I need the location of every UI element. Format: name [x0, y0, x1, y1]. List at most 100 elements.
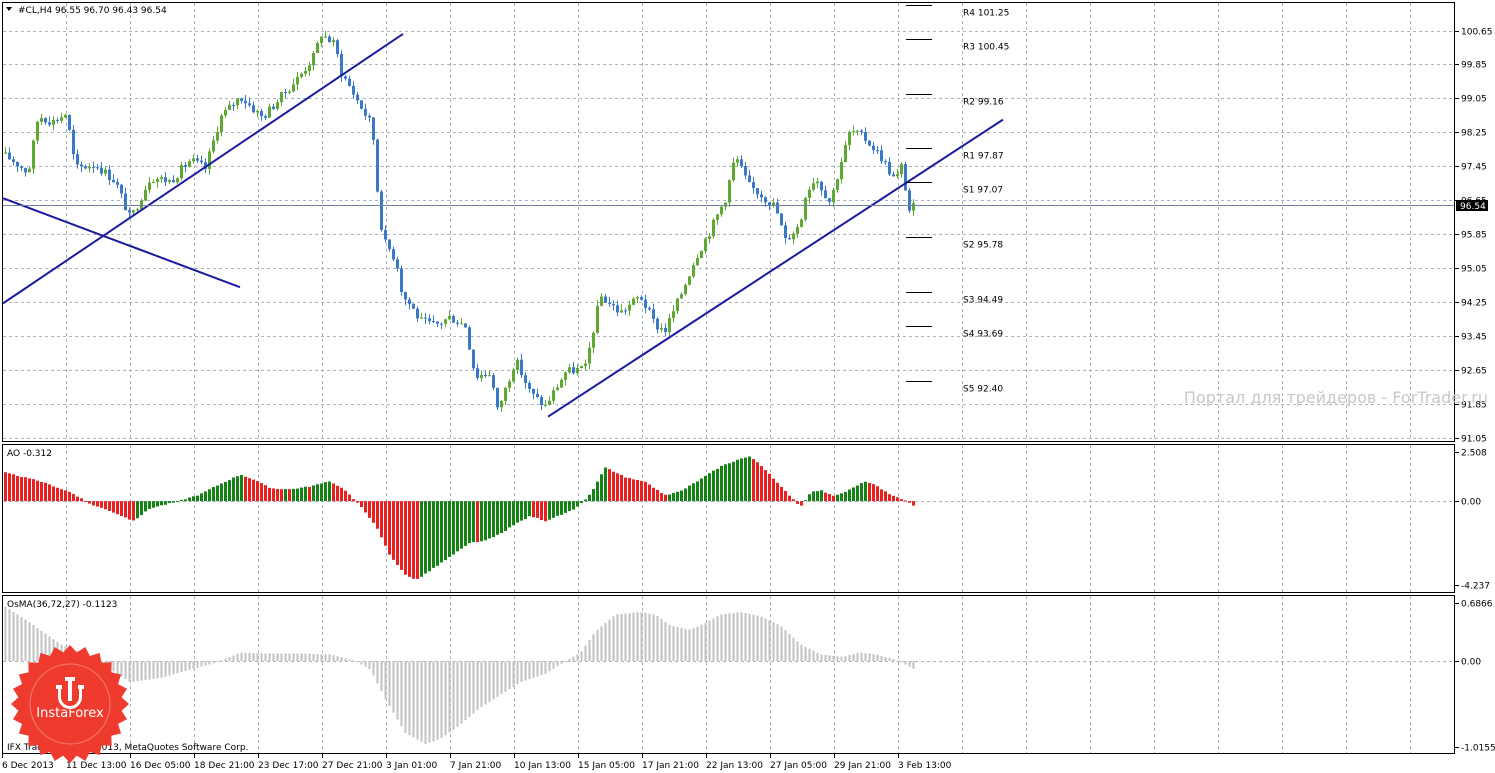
ao-bar — [496, 501, 499, 535]
osma-bar — [852, 654, 855, 662]
ao-bar — [884, 491, 887, 502]
candle-down — [116, 182, 119, 185]
candle-down — [184, 165, 187, 167]
ao-bar — [476, 501, 479, 543]
candle-down — [252, 105, 255, 113]
candle-down — [876, 150, 879, 152]
osma-bar — [312, 653, 315, 662]
axis-tick-label: 99.85 — [1461, 61, 1487, 71]
osma-bar — [204, 661, 207, 666]
candle-down — [824, 190, 827, 199]
osma-bar — [40, 630, 43, 662]
candle-up — [716, 214, 719, 220]
candle-up — [724, 202, 727, 207]
candle-down — [196, 158, 199, 161]
osma-bar — [448, 661, 451, 733]
osma-bar — [188, 661, 191, 670]
ao-bar — [736, 459, 739, 502]
ao-bar — [640, 480, 643, 502]
candle-down — [164, 177, 167, 183]
candle-down — [744, 166, 747, 176]
ao-bar — [304, 486, 307, 502]
grid-lines — [3, 3, 1454, 753]
ao-bar — [600, 474, 603, 502]
axis-tick-label: 91.05 — [1461, 435, 1487, 445]
osma-bar — [300, 653, 303, 662]
osma-bar — [672, 626, 675, 662]
candle-down — [472, 349, 475, 369]
ao-bar — [92, 501, 95, 506]
osma-bar — [636, 612, 639, 662]
osma-bar — [368, 661, 371, 669]
osma-bar — [620, 613, 623, 662]
ao-bar — [708, 473, 711, 502]
osma-bar — [148, 661, 151, 680]
ao-bar — [836, 494, 839, 502]
candle-down — [540, 396, 543, 405]
candle-up — [256, 110, 259, 113]
osma-bar — [200, 661, 203, 667]
osma-bar — [416, 661, 419, 740]
candle-down — [892, 174, 895, 177]
osma-bar — [396, 661, 399, 720]
ao-bar — [704, 475, 707, 502]
candle-up — [848, 131, 851, 145]
candle-up — [176, 178, 179, 183]
ao-bar — [732, 461, 735, 502]
ao-bar — [168, 501, 171, 504]
ao-bar — [356, 501, 359, 503]
ao-bar — [12, 474, 15, 502]
osma-bar — [472, 661, 475, 714]
dropdown-arrow-icon[interactable] — [6, 7, 12, 11]
ao-bar — [548, 501, 551, 520]
ao-bar — [380, 501, 383, 538]
candle-down — [476, 368, 479, 379]
ao-bar — [32, 479, 35, 502]
ao-bar — [112, 501, 115, 513]
candle-up — [140, 200, 143, 210]
axis-tick-label: 95.05 — [1461, 265, 1487, 275]
candle-down — [484, 374, 487, 376]
osma-bar — [596, 629, 599, 662]
time-tick-label: 17 Jan 21:00 — [642, 761, 699, 771]
ao-bar — [320, 483, 323, 502]
candle-up — [516, 359, 519, 370]
candle-up — [792, 233, 795, 240]
osma-bar — [720, 614, 723, 662]
ao-bar — [864, 481, 867, 502]
ao-bar — [832, 495, 835, 502]
ao-bar — [244, 476, 247, 502]
candle-down — [384, 229, 387, 240]
ao-bar — [364, 501, 367, 513]
candle-down — [388, 239, 391, 250]
ao-bar — [288, 489, 291, 502]
candle-up — [228, 104, 231, 111]
ao-bar — [596, 481, 599, 502]
time-tick-label: 22 Jan 13:00 — [706, 761, 763, 771]
candle-up — [548, 400, 551, 405]
candle-down — [344, 76, 347, 79]
axis-tick-label: 2.508 — [1461, 449, 1487, 459]
osma-bar — [196, 661, 199, 668]
axis-tick-label: 95.85 — [1461, 231, 1487, 241]
osma-bar — [456, 661, 459, 727]
candle-down — [408, 299, 411, 304]
axis-tick-label: -4.237 — [1461, 582, 1490, 592]
candle-down — [404, 291, 407, 300]
candle-up — [544, 404, 547, 406]
candle-down — [392, 249, 395, 260]
osma-bar — [808, 648, 811, 662]
candle-up — [88, 166, 91, 169]
candle-down — [20, 166, 23, 169]
candle-down — [648, 307, 651, 310]
candle-up — [460, 323, 463, 325]
ao-bar — [252, 479, 255, 502]
ao-bar — [232, 477, 235, 502]
ao-bar — [36, 480, 39, 502]
ao-bar — [456, 501, 459, 552]
ao-bar — [308, 486, 311, 502]
candle-down — [520, 359, 523, 376]
candle-up — [500, 400, 503, 408]
osma-bar — [316, 653, 319, 662]
osma-bar — [664, 621, 667, 662]
